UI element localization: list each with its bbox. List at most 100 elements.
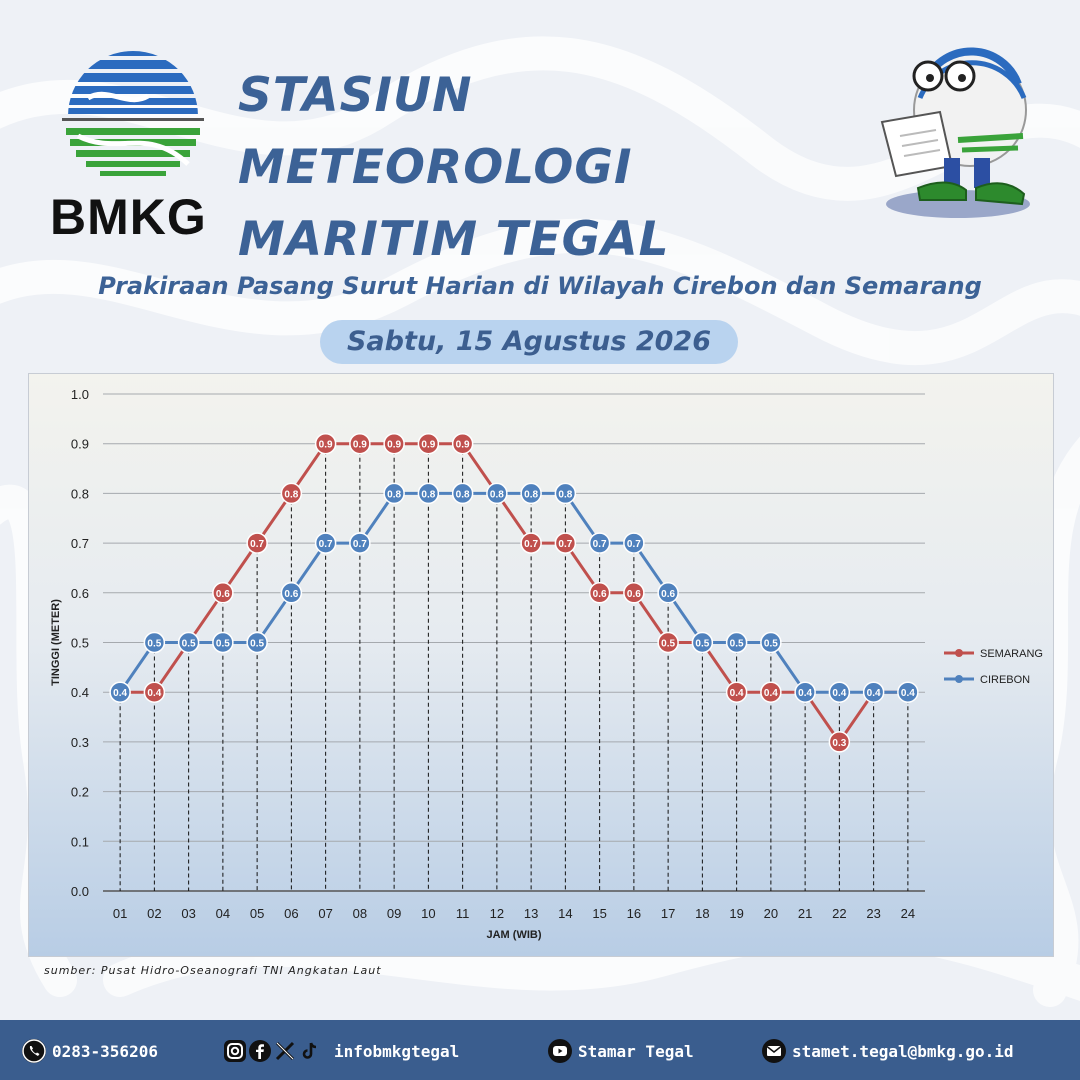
data-label: 0.7 [524, 539, 538, 550]
x-tick-label: 17 [661, 906, 675, 921]
data-point [794, 681, 816, 703]
data-point [760, 631, 782, 654]
data-label: 0.8 [558, 489, 572, 500]
y-tick-label: 0.2 [71, 785, 89, 800]
y-tick-label: 0.5 [71, 636, 89, 651]
data-label: 0.5 [250, 639, 264, 650]
data-point [897, 681, 919, 703]
x-tick-label: 19 [729, 906, 743, 921]
data-point [246, 631, 268, 654]
tide-line-chart: 0.0 0.1 0.2 0.3 0.4 0.5 0.6 0.7 0.8 0.9 1.0 01 02 03 0… [50, 387, 1043, 941]
data-label: 0.9 [421, 440, 435, 451]
data-label: 0.4 [798, 688, 812, 699]
data-label: 0.5 [661, 639, 675, 650]
data-label: 0.9 [387, 440, 401, 451]
x-tick-label: 12 [490, 906, 504, 921]
y-tick-label: 0.1 [71, 834, 89, 849]
x-tick-label: 08 [353, 906, 367, 921]
x-tick-label: 20 [764, 906, 778, 921]
data-point [451, 432, 474, 455]
data-label: 0.5 [730, 639, 744, 650]
x-tick-label: 10 [421, 906, 435, 921]
data-point [280, 482, 303, 505]
data-point [349, 532, 371, 554]
title-line-2: MARITIM TEGAL [238, 212, 670, 267]
date-badge: Sabtu, 15 Agustus 2026 [320, 320, 738, 364]
data-point [383, 482, 405, 505]
social-handle[interactable]: infobmkgtegal [334, 1041, 460, 1061]
y-tick-label: 1.0 [71, 387, 89, 402]
chart-panel: 0.0 0.1 0.2 0.3 0.4 0.5 0.6 0.7 0.8 0.9 1.0 01 02 03 0… [28, 373, 1054, 957]
data-label: 0.9 [353, 440, 367, 451]
bmkg-logo-text: BMKG [50, 189, 207, 245]
x-tick-label: 02 [147, 906, 161, 921]
data-point [280, 582, 303, 604]
x-tick-label: 03 [181, 906, 195, 921]
data-label: 0.8 [524, 489, 538, 500]
legend-label: SEMARANG [980, 648, 1043, 660]
data-label: 0.7 [593, 539, 607, 550]
data-label: 0.4 [113, 688, 127, 699]
tiktok-icon[interactable] [299, 1040, 321, 1062]
bmkg-logo [62, 51, 204, 176]
data-point [554, 482, 577, 505]
source-note: sumber: Pusat Hidro-Oseanografi TNI Angk… [44, 964, 382, 977]
data-point [554, 532, 577, 554]
data-label: 0.7 [627, 539, 641, 550]
footer-email[interactable]: stamet.tegal@bmkg.go.id [762, 1038, 1014, 1064]
data-label: 0.8 [387, 489, 401, 500]
phone-icon [22, 1039, 46, 1063]
data-label: 0.8 [456, 489, 470, 500]
y-tick-label: 0.3 [71, 735, 89, 750]
station-title: STASIUN METEOROLOGI MARITIM TEGAL [238, 60, 858, 276]
footer-phone[interactable]: 0283-356206 [22, 1038, 158, 1064]
data-point [246, 532, 268, 554]
instagram-icon[interactable] [224, 1040, 246, 1062]
data-point [417, 432, 440, 455]
data-point [520, 482, 542, 505]
y-axis-title: TINGGI (METER) [50, 599, 62, 686]
data-label: 0.5 [764, 639, 778, 650]
data-label: 0.4 [901, 688, 915, 699]
y-tick-label: 0.6 [71, 586, 89, 601]
data-label: 0.6 [661, 589, 675, 600]
legend-label: CIREBON [980, 674, 1030, 686]
x-tick-label: 11 [456, 906, 470, 921]
data-label: 0.4 [730, 688, 744, 699]
data-point [486, 482, 508, 505]
data-label: 0.8 [490, 489, 504, 500]
data-label: 0.6 [284, 589, 298, 600]
x-tick-label: 07 [318, 906, 332, 921]
data-point [657, 582, 679, 604]
y-tick-label: 0.7 [71, 536, 89, 551]
x-tick-label: 18 [695, 906, 709, 921]
legend-marker [955, 649, 963, 657]
data-label: 0.7 [353, 539, 367, 550]
y-tick-label: 0.8 [71, 486, 89, 501]
x-icon[interactable] [274, 1040, 296, 1062]
data-label: 0.4 [147, 688, 161, 699]
x-tick-label: 06 [284, 906, 298, 921]
title-line-1: STASIUN METEOROLOGI [238, 68, 633, 195]
email-address: stamet.tegal@bmkg.go.id [792, 1041, 1014, 1061]
chart-subtitle: Prakiraan Pasang Surut Harian di Wilayah… [98, 272, 982, 300]
footer-bar: 0283-356206 infobmkgtegal Stamar Tegal s… [0, 1020, 1080, 1080]
data-label: 0.7 [250, 539, 264, 550]
data-point [314, 432, 337, 455]
data-label: 0.7 [319, 539, 333, 550]
x-tick-label: 01 [113, 906, 127, 921]
footer-youtube[interactable]: Stamar Tegal [548, 1038, 694, 1064]
x-tick-label: 23 [866, 906, 880, 921]
data-label: 0.6 [627, 589, 641, 600]
legend-marker [955, 675, 963, 683]
data-label: 0.8 [284, 489, 298, 500]
data-point [862, 681, 885, 703]
facebook-icon[interactable] [249, 1040, 271, 1062]
data-label: 0.3 [832, 738, 846, 749]
x-tick-label: 13 [524, 906, 538, 921]
footer-social: infobmkgtegal [224, 1038, 459, 1064]
x-tick-label: 09 [387, 906, 401, 921]
youtube-channel: Stamar Tegal [578, 1041, 694, 1061]
data-point [383, 432, 405, 455]
data-point [828, 681, 851, 703]
